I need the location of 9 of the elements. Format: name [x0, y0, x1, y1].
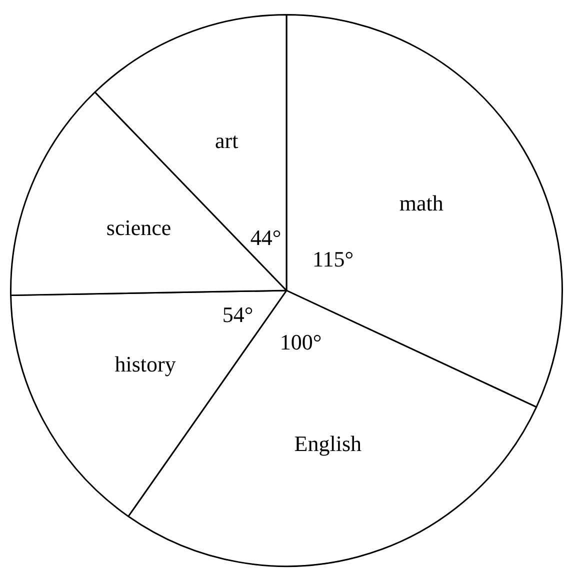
slice-label: art [214, 128, 238, 153]
data-label: 100° [280, 330, 322, 355]
data-label: 115° [312, 246, 354, 272]
slice-label: English [294, 430, 362, 456]
data-label: 44° [250, 225, 282, 250]
slice-label: science [106, 215, 172, 240]
slice-label: history [114, 351, 176, 376]
slice-label: math [399, 190, 444, 216]
data-label: 54° [222, 302, 254, 328]
